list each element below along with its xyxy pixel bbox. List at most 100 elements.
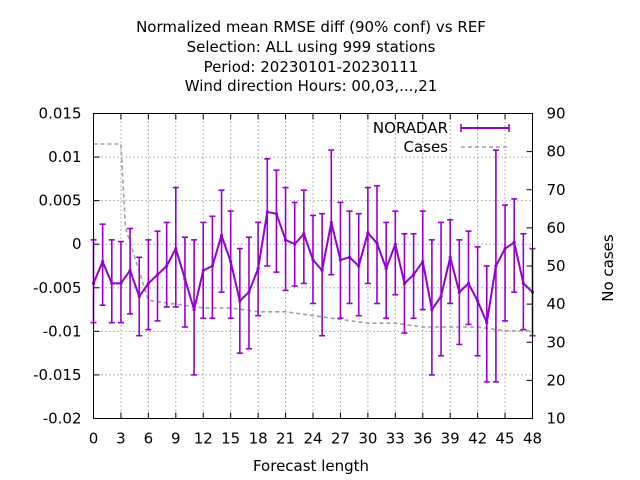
noradar-point [521,281,525,286]
x-tick-label: 33 [386,430,405,448]
noradar-point [265,210,269,214]
noradar-point [101,260,105,264]
y2-tick-label: 10 [547,410,566,428]
title-line-4: Wind direction Hours: 00,03,...,21 [185,77,438,95]
x-tick-label: 27 [331,430,350,448]
noradar-point [384,267,388,271]
y2-tick-label: 70 [547,181,566,199]
y-tick-label: -0.005 [33,279,81,297]
noradar-error-bar [99,223,106,307]
noradar-point [137,294,141,299]
x-tick-label: 6 [144,430,154,448]
y-tick-label: -0.02 [43,410,82,428]
y2-tick-label: 20 [547,371,566,389]
cases-series [93,143,533,332]
y2-tick-label: 60 [547,219,566,237]
title-line-1: Normalized mean RMSE diff (90% conf) vs … [136,18,486,36]
noradar-point [283,238,288,242]
noradar-point [466,281,471,286]
y2-axis-ticks: 90 80 70 60 50 40 30 20 10 [526,105,566,428]
noradar-point [503,246,507,251]
noradar-point [219,233,224,238]
x-axis-ticks: 0 3 6 9 12 15 18 21 24 27 30 33 36 39 42 45 48 [89,113,542,448]
title-line-3: Period: 20230101-20230111 [204,58,419,76]
y2-tick-label: 80 [547,143,566,161]
noradar-point [183,277,187,281]
noradar-point [512,240,516,245]
noradar-point [302,232,306,236]
noradar-point [247,290,251,294]
y2-tick-label: 40 [547,295,566,313]
y-tick-label: -0.01 [43,322,82,340]
noradar-point [402,281,407,286]
noradar-point [421,260,425,264]
y2-tick-label: 90 [547,105,566,123]
noradar-error-bar [438,221,445,357]
noradar-point [128,268,132,272]
y2-tick-label: 30 [547,333,566,351]
y-tick-label: 0.01 [48,148,81,166]
noradar-point [192,307,196,312]
chart-title: Normalized mean RMSE diff (90% conf) vs … [136,18,486,95]
noradar-point [494,264,498,268]
y-tick-label: 0.015 [39,105,82,123]
y-axis-ticks: 0.015 0.01 0.005 0 -0.005 -0.01 -0.015 -0.02 [33,105,100,428]
x-tick-label: 12 [194,430,213,448]
x-tick-label: 24 [303,430,322,448]
noradar-point [430,307,434,312]
x-tick-label: 42 [468,430,487,448]
noradar-point [338,258,343,262]
noradar-error-bar [392,210,399,296]
noradar-point [357,264,361,268]
noradar-point [412,273,416,277]
noradar-error-bar [465,230,472,326]
x-tick-label: 0 [89,430,99,448]
noradar-error-bar [319,212,326,337]
x-tick-label: 18 [249,430,268,448]
noradar-point [174,246,178,251]
noradar-point [485,321,489,325]
x-tick-label: 21 [276,430,295,448]
noradar-point [366,231,370,235]
cases-line [93,143,533,332]
y-tick-label: -0.015 [33,366,81,384]
y-tick-label: 0.005 [39,192,82,210]
noradar-error-bar [300,189,307,285]
x-tick-label: 3 [116,430,126,448]
noradar-point [393,242,397,246]
noradar-point [320,268,324,272]
noradar-point [476,299,480,303]
x-tick-label: 45 [496,430,515,448]
noradar-point [256,267,260,271]
noradar-point [375,241,379,245]
noradar-point [274,212,279,216]
x-axis-label: Forecast length [253,457,369,475]
noradar-point [448,255,452,259]
legend-swatch-noradar [460,124,510,132]
noradar-point [238,299,242,303]
x-tick-label: 15 [221,430,240,448]
noradar-point [155,273,160,277]
noradar-error-bar [502,204,509,322]
legend-label-cases: Cases [403,138,448,156]
noradar-error-bar [273,169,280,273]
noradar-point [119,281,123,286]
noradar-point [439,294,443,299]
noradar-point [110,281,114,286]
noradar-point [347,255,352,259]
x-tick-label: 36 [413,430,432,448]
noradar-point [146,281,150,286]
noradar-point [210,264,214,268]
y-tick-label: 0 [72,235,82,253]
title-line-2: Selection: ALL using 999 stations [187,38,436,56]
noradar-error-bar [328,149,335,276]
noradar-point [165,264,169,268]
noradar-point [457,290,461,294]
noradar-error-bar [218,189,225,293]
noradar-series [90,149,536,383]
x-tick-label: 48 [523,430,542,448]
noradar-point [329,220,333,225]
x-tick-label: 39 [441,430,460,448]
